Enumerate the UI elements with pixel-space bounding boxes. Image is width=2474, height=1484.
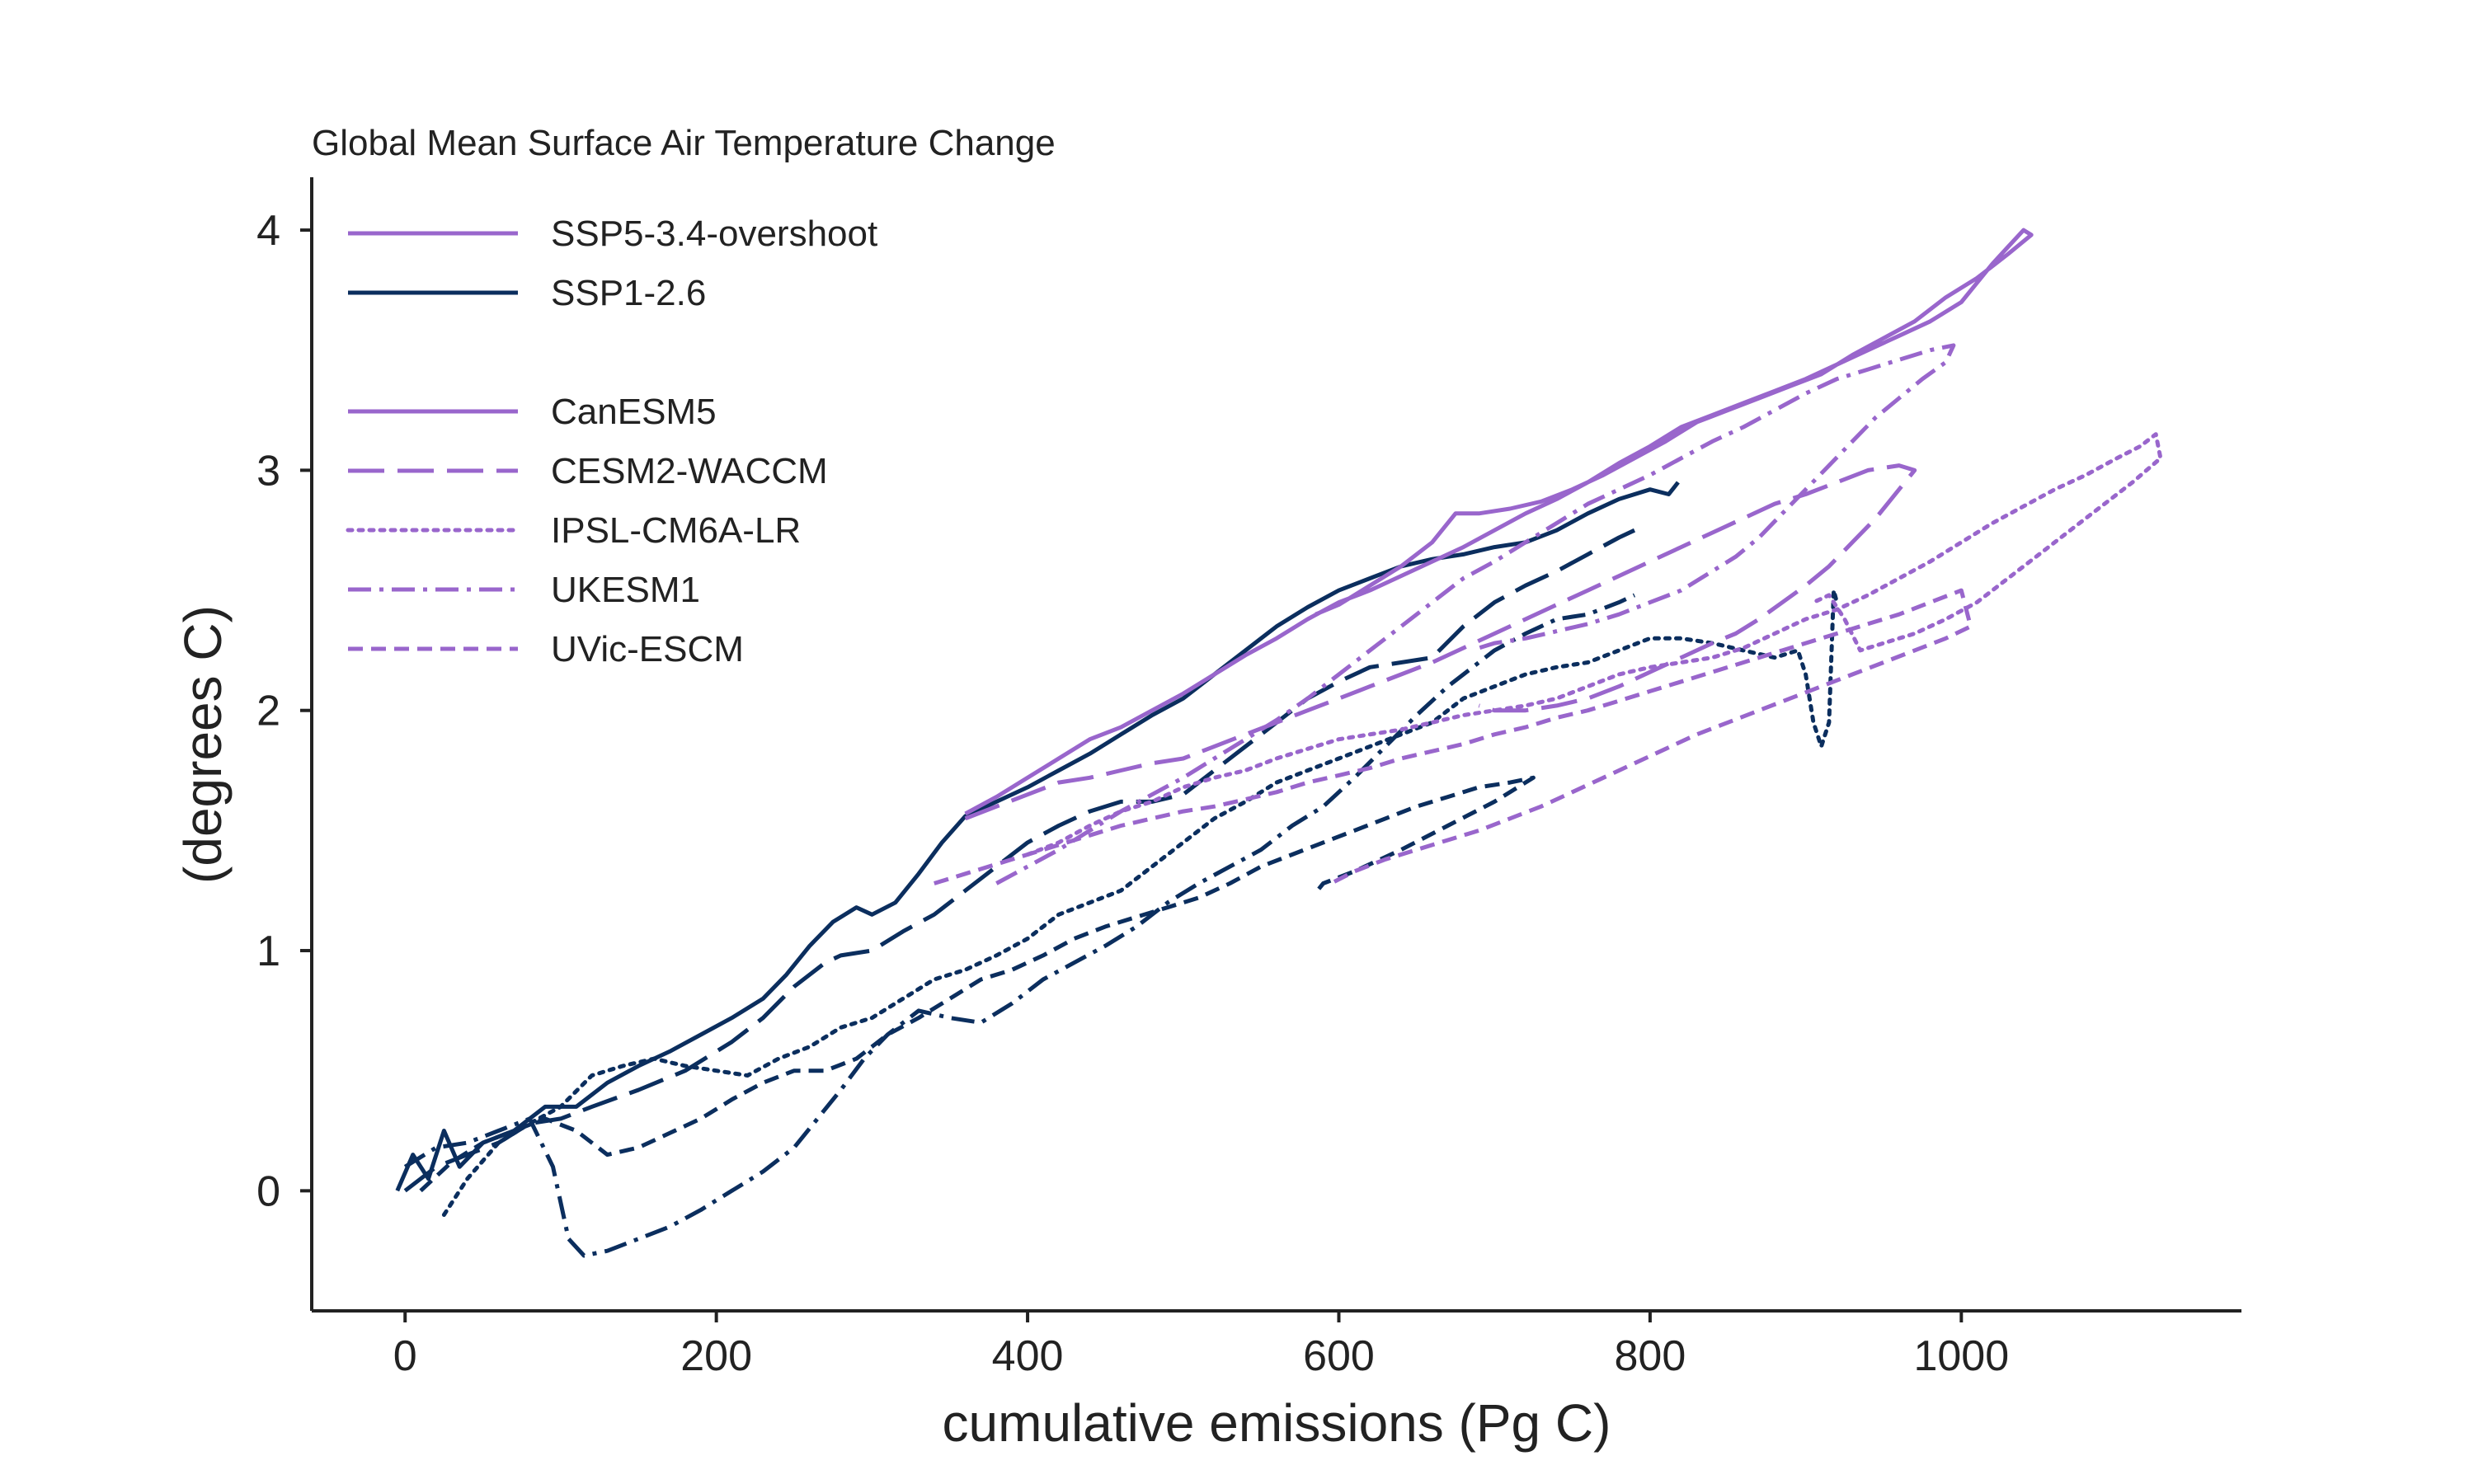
- x-tick-label: 600: [1303, 1332, 1375, 1380]
- x-axis-label: cumulative emissions (Pg C): [943, 1393, 1611, 1453]
- x-tick-label: 1000: [1913, 1332, 2009, 1380]
- series-line-ssp5-3-4-overshoot-ipsl-cm6a-lr: [1025, 432, 2163, 857]
- series-line-ssp5-3-4-overshoot-cesm2-waccm: [964, 463, 1917, 821]
- x-tick-label: 0: [393, 1332, 417, 1380]
- legend-label: SSP1-2.6: [551, 273, 706, 313]
- series-line-ssp1-2-6-ipsl-cm6a-lr: [441, 588, 1839, 1217]
- y-tick-label: 4: [256, 207, 280, 255]
- y-tick-label: 3: [256, 447, 280, 495]
- x-tick-label: 200: [680, 1332, 752, 1380]
- legend-label: SSP5-3.4-overshoot: [551, 214, 877, 254]
- legend-label: IPSL-CM6A-LR: [551, 510, 801, 551]
- series-line-ssp1-2-6-uvic-escm: [419, 775, 1536, 1193]
- y-tick-label: 2: [256, 688, 280, 735]
- x-tick-label: 400: [992, 1332, 1064, 1380]
- series-line-ssp1-2-6-ukesm1: [403, 593, 1636, 1258]
- y-tick-label: 0: [256, 1167, 280, 1215]
- y-axis-label: (degrees C): [173, 605, 233, 884]
- series-line-ssp5-3-4-overshoot-uvic-escm: [934, 588, 1973, 885]
- legend-label: UKESM1: [551, 570, 700, 610]
- legend-label: CanESM5: [551, 392, 717, 432]
- chart-title: Global Mean Surface Air Temperature Chan…: [312, 123, 1056, 163]
- plot-area: 0 200 400 600 800 1000 0 1 2 3 4: [256, 177, 2241, 1380]
- x-tick-label: 800: [1615, 1332, 1686, 1380]
- y-ticks: 0 1 2 3 4: [256, 207, 312, 1215]
- y-tick-label: 1: [256, 928, 280, 975]
- series-layer: [395, 228, 2163, 1258]
- series-line-ssp5-3-4-overshoot-canesm5: [964, 228, 2034, 816]
- legend: SSP5-3.4-overshoot SSP1-2.6 CanESM5 CESM2-W…: [346, 214, 877, 669]
- series-line-ssp1-2-6-cesm2-waccm: [403, 528, 1636, 1193]
- legend-label: UVic-ESCM: [551, 629, 744, 669]
- legend-label: CESM2-WACCM: [551, 451, 828, 491]
- x-ticks: 0 200 400 600 800 1000: [393, 1311, 2009, 1380]
- series-line-ssp5-3-4-overshoot-ukesm1: [995, 343, 1956, 885]
- series-line-ssp1-2-6-canesm5: [395, 481, 1680, 1192]
